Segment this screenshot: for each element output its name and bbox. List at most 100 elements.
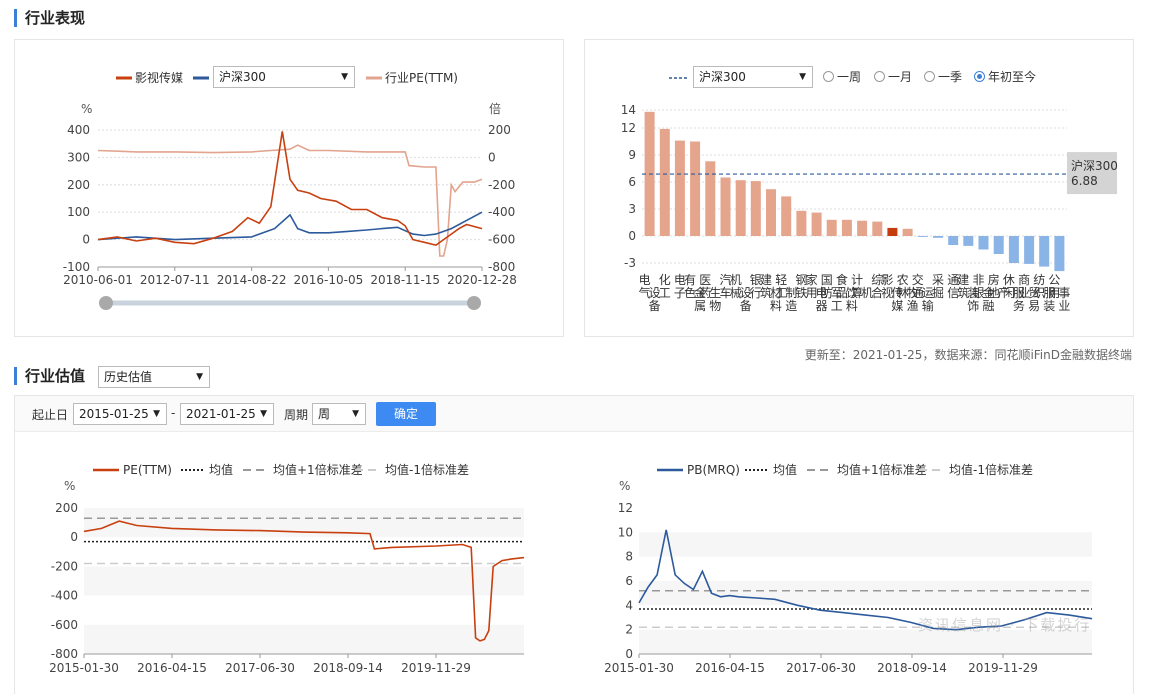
radio-selected-icon <box>974 71 985 82</box>
period-select[interactable]: 周 ▼ <box>312 403 366 425</box>
x-tick-label: 2015-01-30 <box>49 661 119 675</box>
performance-section-title: 行业表现 <box>14 9 85 27</box>
bar-采掘 <box>933 236 943 238</box>
index-select[interactable]: 沪深300 ▼ <box>213 66 355 88</box>
x-tick-label: 2019-11-29 <box>401 661 471 675</box>
valuation-section-title: 行业估值 <box>14 367 85 385</box>
series-line-industry <box>97 131 483 246</box>
series-line-pe <box>97 144 483 257</box>
x-tick-label: 2018-09-14 <box>313 661 383 675</box>
right-y-tick: 0 <box>488 150 496 164</box>
series-line-PB(MRQ) <box>638 529 1093 631</box>
bar-计算机 <box>857 220 868 236</box>
x-category-label: 房地产 <box>988 272 1010 300</box>
right-y-tick: -800 <box>488 260 515 274</box>
left-y-tick: 400 <box>67 123 90 137</box>
x-category-label: 汽车 <box>719 272 731 300</box>
chevron-down-icon: ▼ <box>799 72 806 82</box>
bar-影视传媒 <box>887 227 898 236</box>
legend-plus-label: 均值+1倍标准差 <box>837 462 927 477</box>
legend-series-label: PE(TTM) <box>123 463 172 477</box>
bar-index-select[interactable]: 沪深300 ▼ <box>693 66 813 88</box>
bar-纺织服装 <box>1039 236 1050 267</box>
date-range-dash: - <box>171 406 176 420</box>
legend-pe-label: 行业PE(TTM) <box>385 71 458 85</box>
y-tick-label: 6 <box>625 574 633 588</box>
pb-history-chart: PB(MRQ) 均值 均值+1倍标准差 均值-1倍标准差% 0 2 4 6 8 10 12 2015-… <box>604 462 1093 675</box>
y-tick-label: 3 <box>628 202 636 216</box>
x-tick-label: 2016-10-05 <box>294 273 364 287</box>
radio-month[interactable]: 一月 <box>874 68 912 85</box>
y-tick-label: -600 <box>51 618 78 632</box>
bar-化工 <box>659 128 670 236</box>
x-category-label: 银行 <box>750 273 762 300</box>
y-tick-label: -800 <box>51 647 78 661</box>
radio-icon <box>874 71 885 82</box>
left-y-tick: 100 <box>67 205 90 219</box>
x-category-label: 钢铁 <box>795 273 807 300</box>
bar-有色金属 <box>690 141 701 236</box>
start-date-select[interactable]: 2015-01-25 ▼ <box>73 403 167 425</box>
data-source-footnote: 更新至：2021-01-25，数据来源：同花顺iFinD金融数据终端 <box>804 348 1132 362</box>
bar-建筑装饰 <box>963 236 974 246</box>
valuation-type-select[interactable]: 历史估值 ▼ <box>98 366 210 388</box>
left-y-tick: 0 <box>82 233 90 247</box>
left-y-tick: 300 <box>67 150 90 164</box>
end-date-value: 2021-01-25 <box>186 407 256 421</box>
x-tick-label: 2016-04-15 <box>137 661 207 675</box>
x-category-label: 影视传媒 <box>881 273 903 313</box>
x-category-label: 非银金融 <box>972 273 994 313</box>
y-tick-label: 4 <box>625 598 633 612</box>
end-date-select[interactable]: 2021-01-25 ▼ <box>180 403 274 425</box>
performance-bar-chart: -3 0 3 6 9 12 14 电气设备化工电子有色金属医药生物汽车机械设备银行建筑材料轻工… <box>621 77 1118 313</box>
range-slider-end-handle[interactable] <box>467 296 481 310</box>
x-category-label: 休闲服务 <box>1003 273 1025 313</box>
x-category-label: 电子 <box>674 273 686 300</box>
x-category-label: 医药生物 <box>699 273 721 313</box>
y-tick-label: -400 <box>51 589 78 603</box>
x-category-label: 综合 <box>871 273 883 300</box>
radio-week-label: 一周 <box>837 70 862 84</box>
bar-机械设备 <box>735 180 746 236</box>
radio-icon <box>823 71 834 82</box>
y-axis-unit: % <box>64 479 75 493</box>
bar-房地产 <box>993 236 1004 254</box>
index-select-value: 沪深300 <box>219 70 266 84</box>
radio-quarter[interactable]: 一季 <box>924 68 962 85</box>
confirm-button[interactable]: 确定 <box>376 402 436 426</box>
x-tick-label: 2019-11-29 <box>968 661 1038 675</box>
right-y-tick: -600 <box>488 233 515 247</box>
period-value: 周 <box>318 407 331 421</box>
legend-series-label: PB(MRQ) <box>687 463 740 477</box>
bar-医药生物 <box>705 161 716 236</box>
chevron-down-icon: ▼ <box>352 409 359 419</box>
radio-ytd[interactable]: 年初至今 <box>974 68 1036 85</box>
left-y-tick: -100 <box>63 260 90 274</box>
x-tick-label: 2010-06-01 <box>63 273 133 287</box>
x-tick-label: 2017-06-30 <box>786 661 856 675</box>
bar-钢铁 <box>796 210 807 236</box>
performance-line-panel: 影视传媒 行业PE(TTM)% 倍 -100 0 100 200 300 400 -800 -600… <box>14 39 564 337</box>
range-slider-start-handle[interactable] <box>99 296 113 310</box>
y-tick-label: 6 <box>628 175 636 189</box>
legend-mean-label: 均值 <box>209 462 233 477</box>
x-category-label: 商业贸易 <box>1018 272 1040 313</box>
x-category-label: 机械设备 <box>730 273 752 313</box>
x-category-label: 建筑材料 <box>760 273 782 313</box>
x-category-label: 建筑装饰 <box>957 273 979 313</box>
right-axis-unit: 倍 <box>489 101 501 116</box>
x-tick-label: 2020-12-28 <box>447 273 517 287</box>
grid-band <box>639 532 1092 557</box>
x-category-label: 通信 <box>947 273 959 300</box>
x-category-label: 有色金属 <box>684 273 706 313</box>
x-category-label: 采掘 <box>932 273 944 300</box>
x-category-label: 交通运输 <box>912 272 934 313</box>
bar-非银金融 <box>978 236 989 250</box>
x-category-label: 纺织服装 <box>1033 273 1055 313</box>
x-category-label: 化工 <box>659 273 671 300</box>
x-tick-label: 2012-07-11 <box>140 273 210 287</box>
radio-week[interactable]: 一周 <box>823 68 861 85</box>
x-tick-label: 2018-09-14 <box>877 661 947 675</box>
radio-ytd-label: 年初至今 <box>988 70 1037 84</box>
y-tick-label: 8 <box>625 550 633 564</box>
